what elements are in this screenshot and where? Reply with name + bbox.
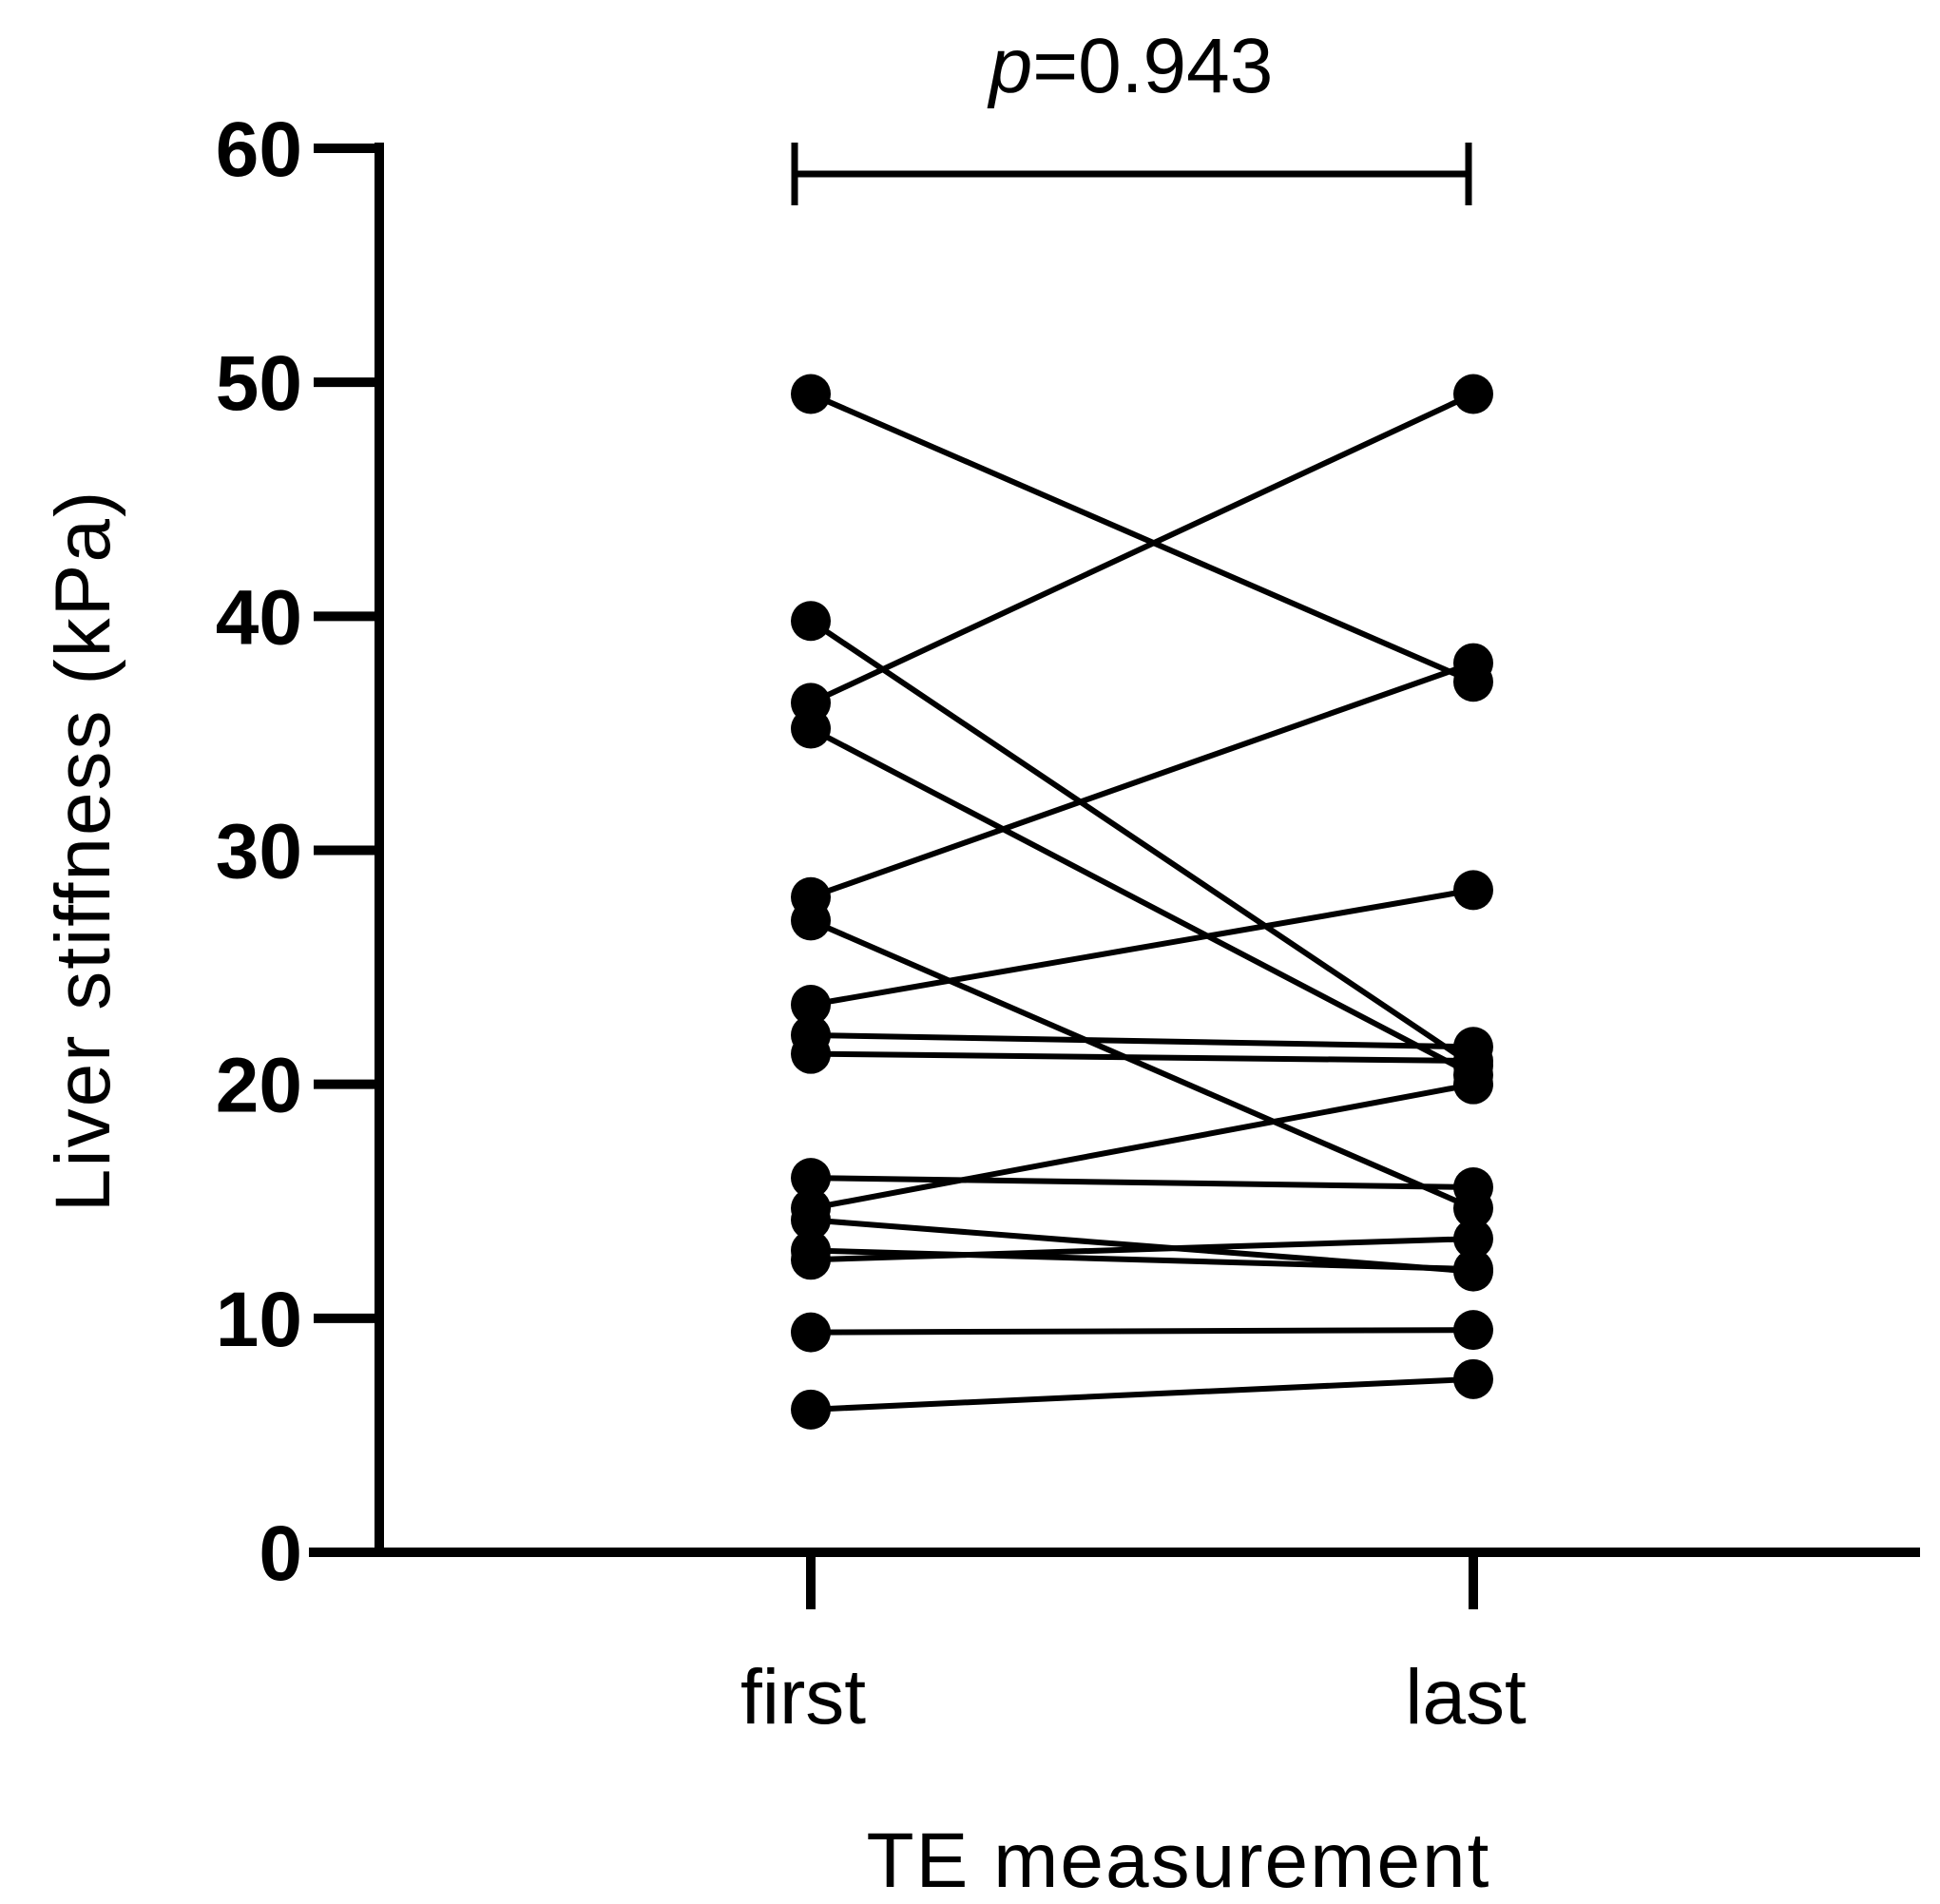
data-point-first [791,1240,831,1280]
data-point-last [1453,374,1493,414]
significance-annotation: p=0.943 [791,23,1472,205]
data-point-first [791,900,831,941]
paired-line [809,917,1475,1211]
y-tick-label: 0 [259,1510,302,1597]
paired-line [810,1327,1474,1336]
paired-line [810,1375,1474,1413]
data-point-first [791,1312,831,1353]
data-point-last [1453,1166,1493,1207]
y-tick-label: 30 [216,809,302,895]
paired-line [809,391,1475,706]
paired-line [810,887,1474,1008]
series-points [791,374,1493,1430]
x-axis-title: TE measurement [867,1817,1491,1904]
paired-line [810,1050,1474,1065]
data-point-first [791,374,831,414]
y-tick-label: 10 [216,1277,302,1363]
x-axis-ticks: first last [740,1552,1527,1741]
paired-line [810,1236,1474,1263]
paired-line [810,1081,1474,1212]
paired-line [809,725,1475,1078]
paired-line [810,1217,1474,1275]
data-point-last [1453,1219,1493,1260]
y-tick-label: 20 [216,1043,302,1129]
series-lines [809,391,1475,1413]
data-point-last [1453,1310,1493,1351]
paired-line [810,1031,1474,1050]
data-point-last [1453,1064,1493,1105]
data-point-last [1453,870,1493,911]
data-point-first [791,601,831,642]
y-axis-ticks: 0 10 20 30 40 50 60 [216,106,379,1597]
data-point-first [791,1033,831,1074]
paired-line [809,618,1475,1068]
data-point-last [1453,643,1493,683]
paired-line [810,1175,1474,1190]
data-point-first [791,708,831,749]
p-value-label: p=0.943 [987,23,1274,109]
data-point-first [791,1200,831,1240]
p-symbol: p [987,23,1033,109]
data-point-last [1453,1249,1493,1290]
data-point-last [1453,1358,1493,1399]
paired-line [809,391,1475,685]
data-point-first [791,1389,831,1430]
paired-line [810,660,1474,900]
y-tick-label: 50 [216,340,302,427]
data-point-first [791,1158,831,1199]
p-value: =0.943 [1032,23,1273,109]
x-tick-label: first [740,1654,866,1741]
x-tick-label: last [1405,1654,1527,1741]
y-tick-label: 60 [216,106,302,193]
y-axis-title: Liver stiffness (kPa) [40,490,126,1213]
data-point-first [791,984,831,1025]
y-tick-label: 40 [216,574,302,661]
paired-line [810,1247,1474,1273]
